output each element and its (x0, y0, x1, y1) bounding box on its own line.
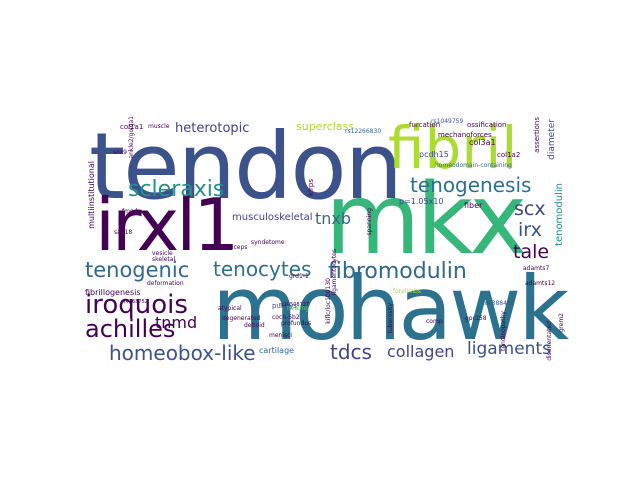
word-col1a2: col1a2 (497, 151, 521, 159)
word-tnmd: tnmd (155, 313, 198, 332)
word-scleraxis: scleraxis (128, 177, 225, 202)
word-superclass: superclass (296, 120, 355, 133)
word-tenogenesis: tenogenesis (410, 173, 532, 197)
word-adamts12: adamts12 (525, 280, 556, 287)
word-muscle: muscle (148, 123, 170, 130)
word-cartilage: cartilage (259, 346, 295, 355)
word-tnxb: tnxb (315, 209, 352, 228)
word-tendinopathy: tendinopathy (500, 311, 507, 351)
word-mohawk: mohawk (212, 257, 569, 360)
word-deformation: deformation (147, 280, 184, 287)
word-grem2: grem2 (558, 313, 565, 333)
word-profundus: profundus (281, 320, 312, 327)
word-gpr158: gpr158 (465, 315, 487, 322)
word-tdcs: tdcs (330, 340, 372, 364)
word-rs10508727: rs10508727 (279, 302, 310, 308)
word-rs1049759: rs1049759 (431, 118, 464, 125)
word-ligaments: ligaments (467, 339, 551, 359)
word-collagen: collagen (387, 342, 455, 361)
word-loc388460: loc388460 (483, 300, 515, 307)
word-sap18: sap18 (114, 229, 133, 236)
word-atypical: atypical (218, 305, 242, 312)
word-pulleys: pulleys (272, 302, 297, 310)
word-irx: irx (518, 219, 542, 241)
word-heterotopic: heterotopic (175, 121, 250, 136)
word-rs4768752: rs4768752 (121, 299, 148, 305)
word-irxl1: irxl1 (95, 183, 239, 267)
word-deltoid: deltoid (244, 322, 265, 329)
word-disorientated: disorientated (546, 321, 553, 361)
word-klrps: klrps (307, 179, 315, 196)
word-degenerated: degenerated (222, 315, 261, 322)
word-rs12266830: rs12266830 (345, 128, 382, 135)
word-musculoskeletal: musculoskeletal (232, 212, 313, 223)
word-tenocytes: tenocytes (213, 257, 312, 281)
word-diameter: diameter (547, 119, 557, 160)
word-col3a1: col3a1 (469, 138, 496, 147)
word-healing: healing (287, 305, 310, 312)
word-ankle2-golga1: ankle2/golga1 (128, 116, 135, 159)
word-ligamentocytes: ligamentocytes (331, 249, 338, 296)
word-sox9: sox9 (113, 149, 127, 156)
word-homeodomain-containing: homeodomain-containing (435, 162, 512, 169)
word-mechanoforces: mechanoforces (438, 131, 492, 139)
word-fibril: fibril (388, 114, 518, 182)
word-adamts7: adamts7 (523, 265, 550, 272)
word-fibrillogenesis: fibrillogenesis (85, 288, 141, 297)
word-grd1-1: grd1-1 (289, 273, 309, 280)
word-mkx: mkx (325, 163, 527, 277)
word-tenogenic: tenogenic (85, 258, 190, 282)
word-ossification: ossification (467, 121, 507, 129)
word-forelimbs: forelimbs (393, 288, 421, 295)
word-tenomodulin: tenomodulin (554, 183, 565, 246)
word-furcation: furcation (409, 121, 441, 129)
word-scx: scx (514, 198, 546, 220)
word-homeobox-like: homeobox-like (109, 341, 256, 365)
word-assertions: assertions (533, 117, 541, 153)
word-spanning: spanning (366, 208, 373, 236)
word-vesicle: vesicle (152, 250, 173, 257)
word-fiber: fiber (464, 201, 483, 210)
word-syndetome: syndetome (251, 239, 285, 246)
word-tuberosity: tuberosity (387, 303, 394, 334)
word-pcdh15: pcdh15 (419, 150, 449, 159)
word-fmod: fmod (122, 208, 138, 215)
word-achilles: achilles (85, 315, 176, 343)
word-cloud: tendon mohawk irxl1 mkx fibril tenogenes… (85, 113, 570, 367)
word-tendon: tendon (89, 113, 403, 220)
word-fibromodulin: fibromodulin (328, 259, 467, 284)
word-biceps: biceps (228, 244, 248, 251)
word-tale: tale (513, 241, 550, 263)
word-p-value: p=1.05x10 (399, 197, 444, 206)
word-multiinstitutional: multiinstitutional (87, 161, 96, 229)
word-menisci: menisci (269, 332, 293, 339)
word-comp: comp (426, 318, 443, 325)
word-col1a1: col1a1 (120, 123, 144, 131)
word-coch-5b2: coch-5b2 (272, 314, 300, 321)
word-iroquois: iroquois (85, 290, 188, 320)
word-skeletal: skeletal (152, 256, 176, 263)
